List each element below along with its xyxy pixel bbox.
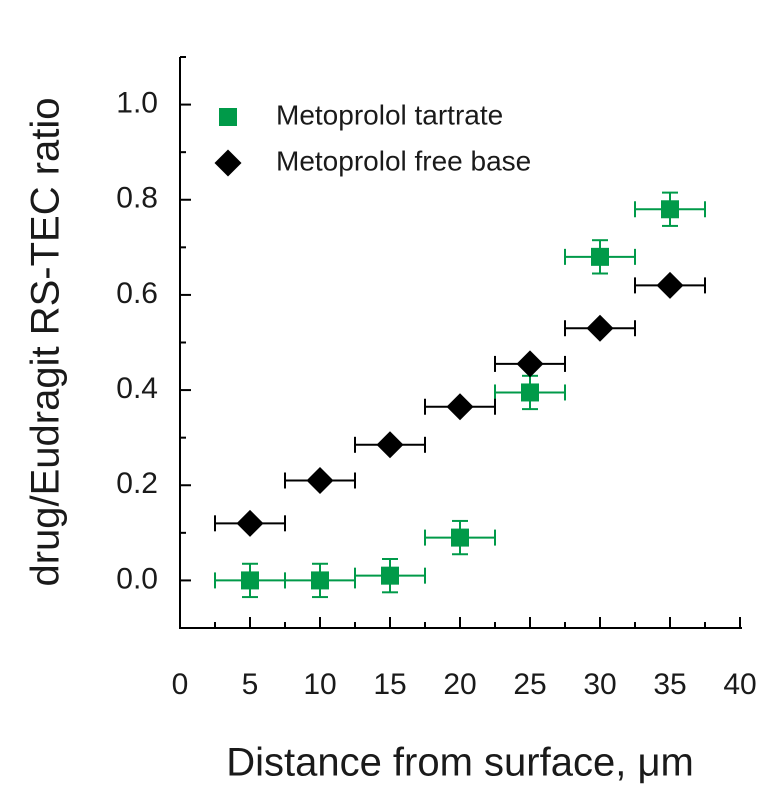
y-tick-label: 1.0 bbox=[116, 87, 158, 120]
x-tick-label: 30 bbox=[583, 668, 616, 701]
y-tick-label: 0.0 bbox=[116, 562, 158, 595]
x-tick-label: 5 bbox=[242, 668, 259, 701]
x-tick-label: 0 bbox=[172, 668, 189, 701]
x-tick-label: 10 bbox=[303, 668, 336, 701]
y-tick-label: 0.6 bbox=[116, 277, 158, 310]
data-point bbox=[451, 528, 469, 547]
data-point bbox=[311, 571, 329, 590]
y-tick-label: 0.8 bbox=[116, 182, 158, 215]
x-tick-label: 25 bbox=[513, 668, 546, 701]
data-point bbox=[241, 571, 259, 590]
legend-marker bbox=[214, 149, 242, 177]
y-tick-label: 0.4 bbox=[116, 372, 158, 405]
data-point bbox=[521, 383, 539, 402]
x-tick-label: 40 bbox=[723, 668, 756, 701]
data-point bbox=[591, 247, 609, 266]
data-point bbox=[586, 314, 614, 342]
data-point bbox=[656, 271, 684, 299]
y-tick-label: 0.2 bbox=[116, 467, 158, 500]
data-point bbox=[306, 466, 334, 494]
data-point bbox=[446, 393, 474, 421]
legend-marker bbox=[219, 108, 237, 126]
data-point bbox=[376, 431, 404, 459]
data-point bbox=[661, 200, 679, 219]
x-tick-label: 35 bbox=[653, 668, 686, 701]
data-point bbox=[381, 566, 399, 585]
y-axis-title: drug/Eudragit RS-TEC ratio bbox=[24, 97, 68, 586]
x-tick-label: 15 bbox=[373, 668, 406, 701]
legend-label: Metoprolol tartrate bbox=[276, 99, 503, 130]
data-point bbox=[236, 509, 264, 537]
x-tick-label: 20 bbox=[443, 668, 476, 701]
data-point bbox=[516, 350, 544, 378]
legend-label: Metoprolol free base bbox=[276, 145, 531, 176]
x-axis-title: Distance from surface, μm bbox=[226, 741, 694, 785]
